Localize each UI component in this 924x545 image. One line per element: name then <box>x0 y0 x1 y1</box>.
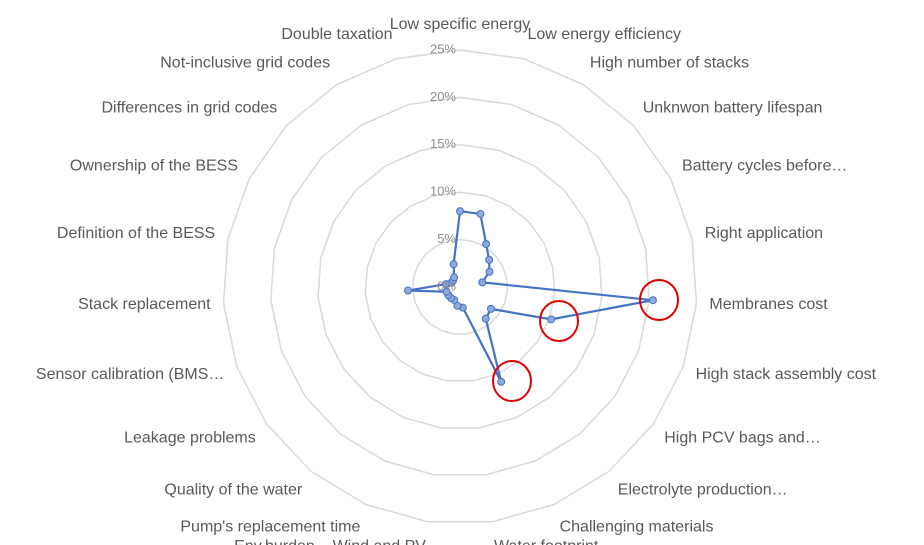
data-point <box>485 255 494 264</box>
data-point <box>497 377 506 386</box>
data-point <box>403 286 412 295</box>
category-label: Double taxation <box>281 26 392 43</box>
category-label: High PCV bags and… <box>664 429 821 446</box>
category-label: Leakage problems <box>124 429 256 446</box>
grid-ring <box>222 49 698 523</box>
y-tick-label: 5% <box>437 231 456 246</box>
y-tick-label: 15% <box>430 136 456 151</box>
data-point <box>476 209 485 218</box>
data-point <box>482 240 491 249</box>
data-point <box>442 287 451 296</box>
y-tick-label: 20% <box>430 89 456 104</box>
category-label: Low specific energy <box>390 16 531 33</box>
category-label: Challenging materials <box>560 519 714 536</box>
data-point <box>450 273 459 282</box>
y-tick-label: 25% <box>430 41 456 56</box>
category-label: Low energy efficiency <box>527 26 681 43</box>
grid-ring <box>270 96 650 476</box>
highlight-circle <box>492 360 532 402</box>
category-label: Unknwon battery lifespan <box>643 99 823 116</box>
data-point <box>648 296 657 305</box>
highlight-circle <box>539 300 579 342</box>
category-label: Ownership of the BESS <box>70 158 238 175</box>
category-label: Electrolyte production… <box>618 481 788 498</box>
data-point <box>456 207 464 216</box>
grid-ring <box>317 144 603 429</box>
category-label: Not-inclusive grid codes <box>160 54 330 71</box>
data-point <box>485 267 494 276</box>
category-label: Pump's replacement time <box>180 519 360 536</box>
category-label: Env.burden _ Wind and PV <box>234 538 426 545</box>
data-point <box>486 304 495 313</box>
category-label: Quality of the water <box>164 481 303 498</box>
category-label: Stack replacement <box>78 296 211 313</box>
category-label: Battery cycles before… <box>682 158 847 175</box>
data-point <box>481 314 490 323</box>
category-label: Right application <box>705 225 823 242</box>
category-label: High number of stacks <box>590 54 749 71</box>
grid <box>222 49 698 523</box>
category-label: Sensor calibration (BMS… <box>36 366 225 383</box>
data-point <box>449 260 458 269</box>
category-label: Definition of the BESS <box>57 225 215 242</box>
grid-ring <box>364 191 556 382</box>
category-label: High stack assembly cost <box>696 366 877 383</box>
y-tick-label: 10% <box>430 184 456 199</box>
marks <box>403 207 657 386</box>
y-tick-label: 0% <box>437 278 456 293</box>
data-point <box>547 315 556 324</box>
grid-ring <box>411 238 509 335</box>
category-label: Water footprint <box>494 538 599 545</box>
highlight-circle <box>639 279 679 321</box>
category-label: Differences in grid codes <box>101 99 277 116</box>
category-label: Membranes cost <box>709 296 828 313</box>
data-point <box>478 278 487 287</box>
